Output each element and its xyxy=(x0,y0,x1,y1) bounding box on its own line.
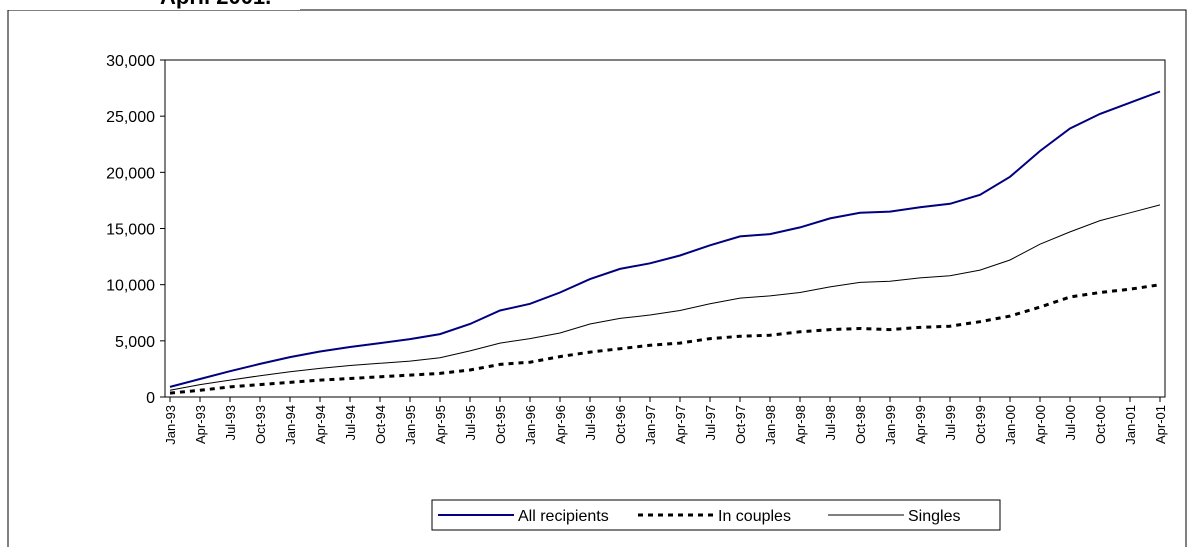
legend-box xyxy=(431,499,1001,531)
x-tick-label: Oct-00 xyxy=(1093,405,1108,444)
series-line xyxy=(169,204,1161,391)
y-tick-label: 30,000 xyxy=(106,53,155,70)
x-tick-label: Jul-96 xyxy=(583,405,598,440)
x-tick-label: Apr-93 xyxy=(193,405,208,444)
x-tick-label: Jul-94 xyxy=(343,405,358,440)
x-tick-label: Oct-98 xyxy=(853,405,868,444)
y-tick-label: 0 xyxy=(146,390,155,407)
y-tick-label: 15,000 xyxy=(106,222,155,239)
x-tick-label: Jul-93 xyxy=(223,405,238,440)
x-tick-label: Oct-99 xyxy=(973,405,988,444)
series-line xyxy=(169,90,1161,388)
legend-label: Singles xyxy=(908,508,960,525)
x-tick-label: Jul-99 xyxy=(943,405,958,440)
y-tick-label: 5,000 xyxy=(115,334,155,351)
x-tick-label: Apr-98 xyxy=(793,405,808,444)
title-mask xyxy=(0,0,300,10)
x-tick-label: Jan-96 xyxy=(523,405,538,445)
x-tick-label: Jan-95 xyxy=(403,405,418,445)
x-tick-label: Jan-99 xyxy=(883,405,898,445)
x-tick-label: Apr-95 xyxy=(433,405,448,444)
legend-label: In couples xyxy=(718,508,791,525)
x-tick-label: Jul-00 xyxy=(1063,405,1078,440)
y-tick-label: 25,000 xyxy=(106,109,155,126)
x-tick-label: Apr-99 xyxy=(913,405,928,444)
x-tick-label: Oct-93 xyxy=(253,405,268,444)
series-line xyxy=(169,283,1161,395)
x-tick-label: Apr-00 xyxy=(1033,405,1048,444)
chart-title: April 2001. xyxy=(160,0,271,9)
x-tick-label: Jan-00 xyxy=(1003,405,1018,445)
x-tick-label: Apr-01 xyxy=(1153,405,1168,444)
x-tick-label: Apr-97 xyxy=(673,405,688,444)
x-tick-label: Oct-94 xyxy=(373,405,388,444)
x-tick-label: Jan-98 xyxy=(763,405,778,445)
x-tick-label: Apr-94 xyxy=(313,405,328,444)
legend-label: All recipients xyxy=(518,508,609,525)
plot-area xyxy=(164,59,1166,398)
x-tick-label: Apr-96 xyxy=(553,405,568,444)
x-tick-label: Jul-98 xyxy=(823,405,838,440)
x-tick-label: Oct-96 xyxy=(613,405,628,444)
y-tick-label: 20,000 xyxy=(106,165,155,182)
x-tick-label: Oct-97 xyxy=(733,405,748,444)
chart-border xyxy=(7,9,1187,547)
x-tick-label: Jul-95 xyxy=(463,405,478,440)
x-tick-label: Jan-97 xyxy=(643,405,658,445)
x-tick-label: Jan-94 xyxy=(283,405,298,445)
x-tick-label: Jul-97 xyxy=(703,405,718,440)
y-tick-label: 10,000 xyxy=(106,278,155,295)
x-tick-label: Jan-01 xyxy=(1123,405,1138,445)
x-tick-label: Jan-93 xyxy=(163,405,178,445)
x-tick-label: Oct-95 xyxy=(493,405,508,444)
